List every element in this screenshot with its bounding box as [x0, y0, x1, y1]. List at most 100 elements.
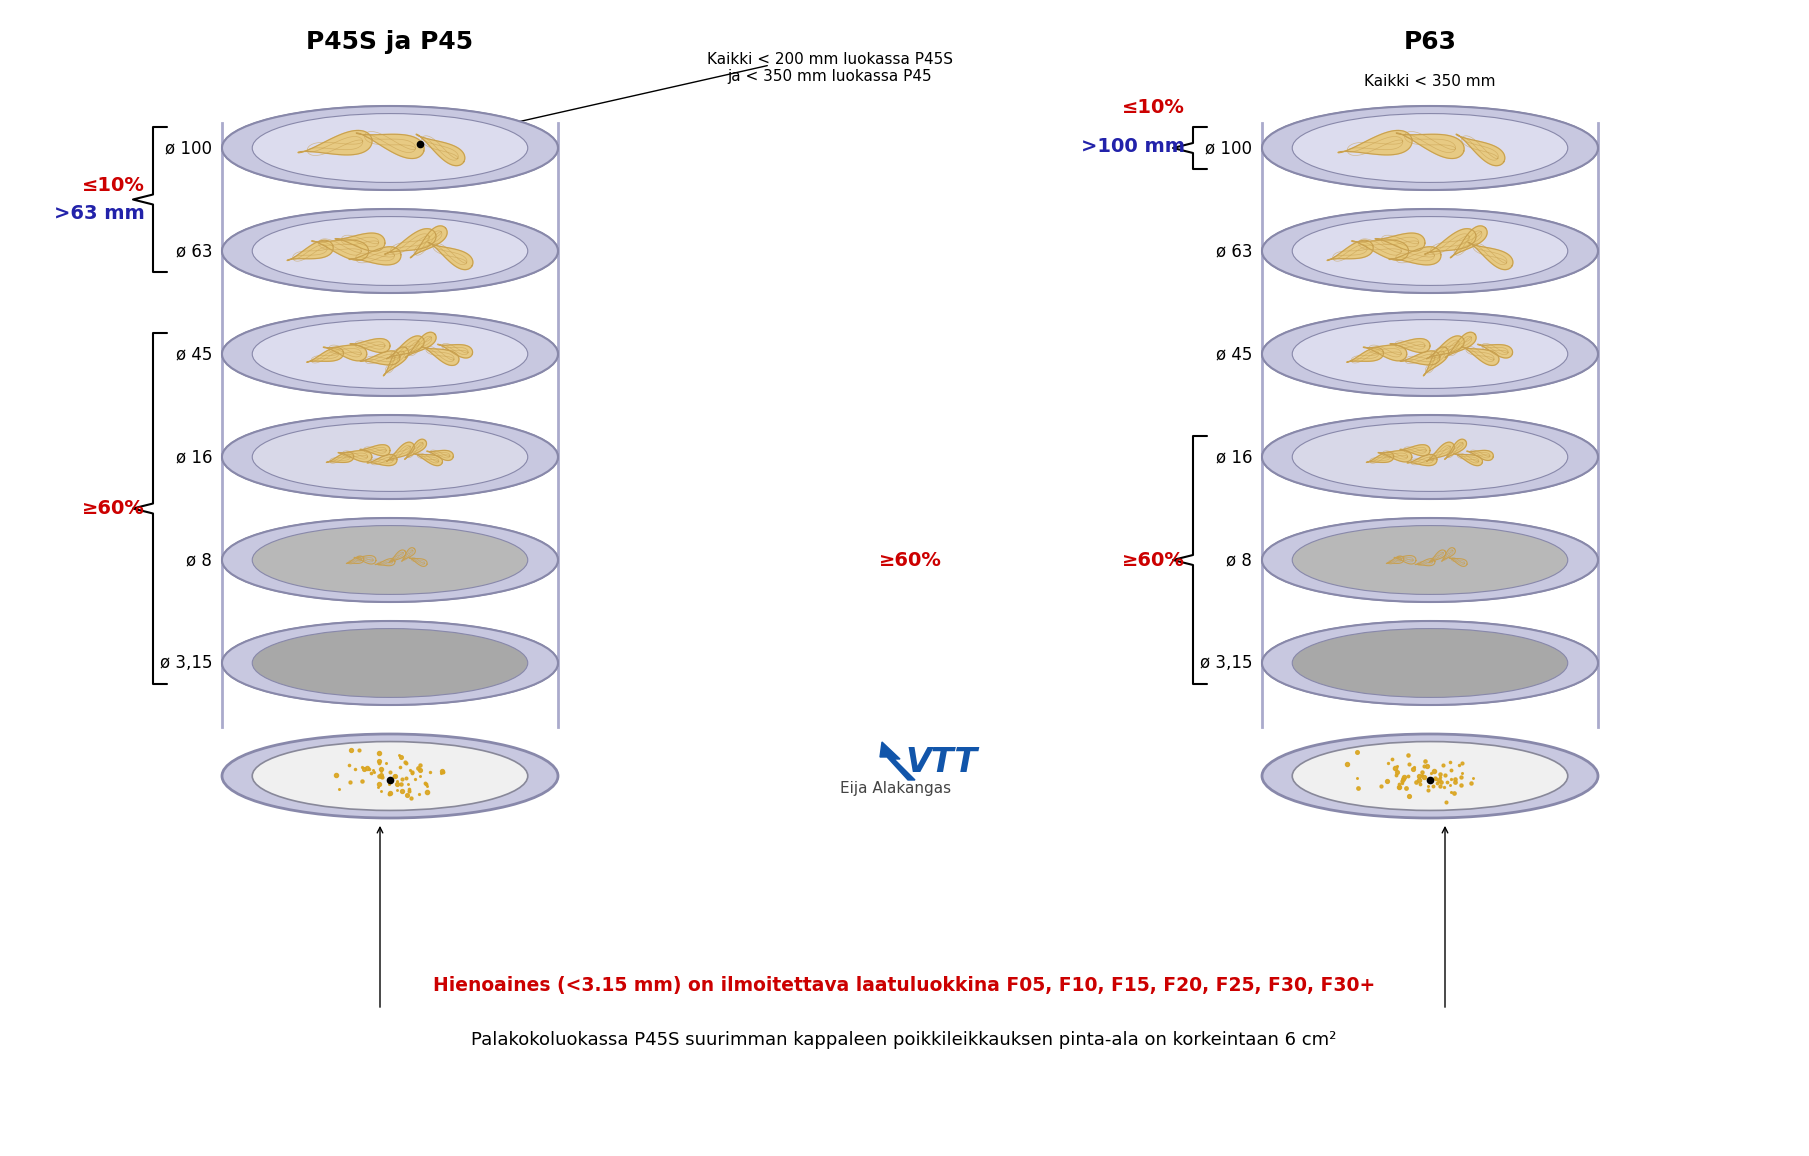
Ellipse shape: [367, 646, 374, 649]
Ellipse shape: [423, 677, 432, 680]
Ellipse shape: [427, 686, 436, 688]
Ellipse shape: [371, 686, 380, 688]
Ellipse shape: [454, 237, 485, 245]
Text: Hienoaines (<3.15 mm) on ilmoitettava laatuluokkina F05, F10, F15, F20, F25, F30: Hienoaines (<3.15 mm) on ilmoitettava la…: [432, 977, 1375, 995]
Ellipse shape: [1293, 662, 1301, 664]
Ellipse shape: [1315, 569, 1328, 572]
Ellipse shape: [1420, 454, 1440, 459]
Ellipse shape: [1353, 639, 1362, 640]
Ellipse shape: [389, 143, 423, 153]
Ellipse shape: [1416, 340, 1444, 347]
Ellipse shape: [445, 569, 456, 572]
Ellipse shape: [1263, 106, 1597, 190]
Ellipse shape: [1388, 662, 1397, 664]
Polygon shape: [346, 556, 364, 563]
Polygon shape: [1445, 439, 1467, 459]
Ellipse shape: [1369, 558, 1380, 562]
Ellipse shape: [313, 686, 322, 688]
Ellipse shape: [324, 569, 335, 572]
Ellipse shape: [1397, 439, 1415, 444]
Ellipse shape: [1483, 631, 1491, 633]
Ellipse shape: [329, 631, 336, 633]
Polygon shape: [338, 451, 373, 462]
Ellipse shape: [1494, 237, 1525, 245]
Ellipse shape: [223, 518, 557, 602]
Text: Kaikki < 350 mm: Kaikki < 350 mm: [1364, 74, 1496, 89]
Ellipse shape: [1429, 361, 1458, 368]
Text: ≤10%: ≤10%: [1122, 98, 1185, 117]
Ellipse shape: [1532, 569, 1545, 572]
Polygon shape: [429, 243, 472, 269]
Polygon shape: [409, 557, 427, 566]
Polygon shape: [879, 742, 915, 780]
Ellipse shape: [1335, 639, 1342, 640]
Polygon shape: [411, 225, 447, 258]
Ellipse shape: [1350, 662, 1359, 664]
Ellipse shape: [389, 686, 398, 688]
Ellipse shape: [1315, 548, 1328, 551]
Ellipse shape: [373, 527, 384, 531]
Ellipse shape: [465, 639, 474, 640]
Polygon shape: [1351, 240, 1409, 260]
Ellipse shape: [1429, 669, 1438, 672]
Ellipse shape: [1297, 558, 1308, 562]
Ellipse shape: [1292, 216, 1568, 286]
Ellipse shape: [1321, 454, 1340, 459]
Ellipse shape: [405, 677, 412, 680]
Ellipse shape: [373, 590, 384, 593]
Ellipse shape: [389, 669, 398, 672]
Ellipse shape: [347, 454, 367, 459]
Ellipse shape: [461, 677, 470, 680]
Ellipse shape: [1295, 258, 1328, 265]
Ellipse shape: [499, 662, 508, 664]
Ellipse shape: [1292, 629, 1568, 697]
Ellipse shape: [1505, 686, 1514, 688]
Ellipse shape: [409, 654, 418, 657]
Ellipse shape: [1463, 646, 1473, 649]
Polygon shape: [1451, 225, 1487, 258]
Ellipse shape: [331, 340, 360, 347]
Polygon shape: [288, 240, 333, 260]
Ellipse shape: [1501, 677, 1511, 680]
Ellipse shape: [1335, 669, 1342, 672]
Ellipse shape: [1263, 106, 1597, 190]
Ellipse shape: [469, 258, 499, 265]
Ellipse shape: [329, 558, 342, 562]
Ellipse shape: [298, 548, 311, 551]
Polygon shape: [1415, 558, 1435, 565]
Ellipse shape: [1263, 415, 1597, 499]
Ellipse shape: [1321, 558, 1333, 562]
Ellipse shape: [1350, 677, 1359, 680]
Ellipse shape: [503, 669, 512, 672]
Ellipse shape: [385, 677, 394, 680]
Ellipse shape: [1353, 686, 1362, 688]
Ellipse shape: [1292, 319, 1568, 388]
Ellipse shape: [474, 538, 487, 541]
Ellipse shape: [1505, 639, 1514, 640]
Ellipse shape: [1369, 579, 1380, 583]
Ellipse shape: [420, 569, 432, 572]
Ellipse shape: [485, 669, 494, 672]
Ellipse shape: [223, 621, 557, 705]
Ellipse shape: [385, 646, 394, 649]
Ellipse shape: [1353, 669, 1362, 672]
Ellipse shape: [1411, 527, 1424, 531]
Text: ≥60%: ≥60%: [81, 499, 145, 518]
Ellipse shape: [1407, 646, 1415, 649]
Ellipse shape: [295, 654, 302, 657]
Ellipse shape: [378, 538, 389, 541]
Ellipse shape: [1411, 654, 1418, 657]
Ellipse shape: [376, 340, 405, 347]
Ellipse shape: [1407, 662, 1415, 664]
Ellipse shape: [1483, 646, 1491, 649]
Ellipse shape: [304, 579, 317, 583]
Ellipse shape: [1496, 439, 1516, 444]
Ellipse shape: [1263, 209, 1597, 292]
Ellipse shape: [309, 258, 340, 265]
Ellipse shape: [223, 106, 557, 190]
Ellipse shape: [1429, 654, 1438, 657]
Polygon shape: [1429, 550, 1445, 563]
Ellipse shape: [1554, 454, 1572, 459]
Polygon shape: [298, 131, 373, 155]
Ellipse shape: [1344, 579, 1357, 583]
